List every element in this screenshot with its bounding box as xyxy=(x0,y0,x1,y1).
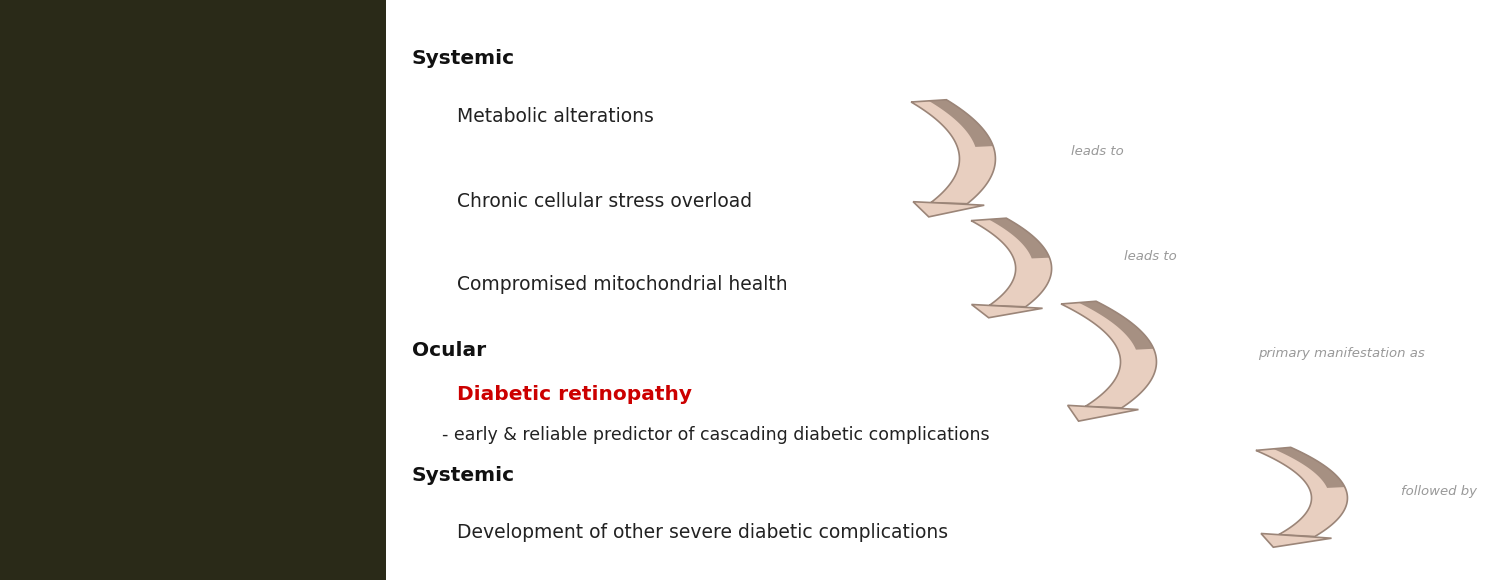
Text: - early & reliable predictor of cascading diabetic complications: - early & reliable predictor of cascadin… xyxy=(442,426,990,444)
Text: Compromised mitochondrial health: Compromised mitochondrial health xyxy=(457,276,788,295)
Polygon shape xyxy=(989,218,1050,259)
Polygon shape xyxy=(1273,447,1345,488)
Text: followed by: followed by xyxy=(1401,485,1477,498)
Polygon shape xyxy=(929,100,993,147)
Text: Ocular: Ocular xyxy=(412,341,485,360)
Polygon shape xyxy=(971,218,1052,307)
Polygon shape xyxy=(1061,301,1156,408)
Text: Development of other severe diabetic complications: Development of other severe diabetic com… xyxy=(457,523,948,542)
Polygon shape xyxy=(914,202,984,217)
Text: Metabolic alterations: Metabolic alterations xyxy=(457,107,653,125)
Bar xyxy=(0,0,386,580)
Polygon shape xyxy=(911,100,995,204)
Text: leads to: leads to xyxy=(1124,250,1176,263)
Text: Systemic: Systemic xyxy=(412,49,515,67)
Text: Chronic cellular stress overload: Chronic cellular stress overload xyxy=(457,192,752,211)
Polygon shape xyxy=(1261,534,1332,547)
Polygon shape xyxy=(1068,405,1138,421)
Text: primary manifestation as: primary manifestation as xyxy=(1258,346,1425,360)
Polygon shape xyxy=(1079,301,1153,350)
Text: Diabetic retinopathy: Diabetic retinopathy xyxy=(457,385,692,404)
Polygon shape xyxy=(972,304,1043,318)
Text: Systemic: Systemic xyxy=(412,466,515,485)
Text: leads to: leads to xyxy=(1071,145,1124,158)
Polygon shape xyxy=(1255,447,1347,536)
